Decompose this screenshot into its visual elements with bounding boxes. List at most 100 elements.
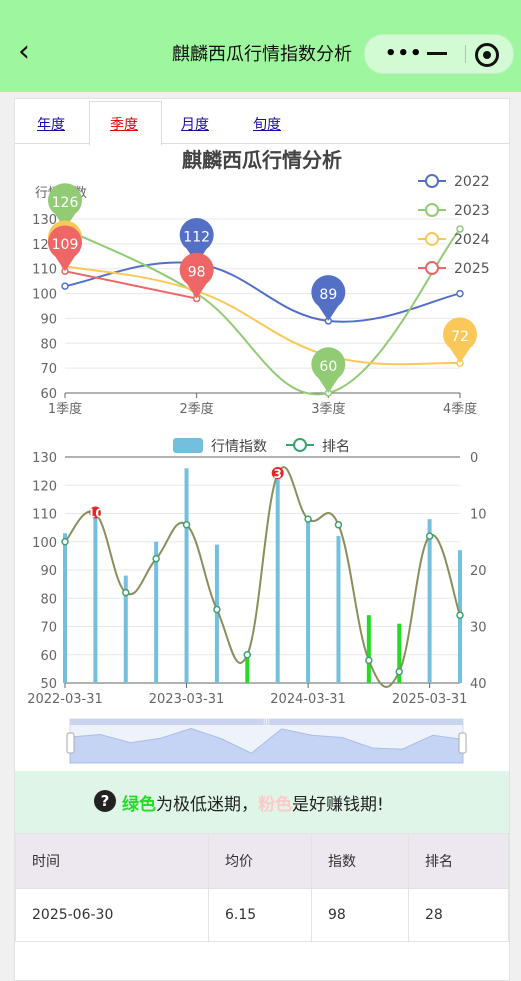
rank-point [304, 515, 312, 523]
markpoint-label: 126 [52, 195, 79, 211]
y-left-tick-label: 100 [32, 536, 57, 551]
x-tick-label: 2024-03-31 [270, 692, 346, 707]
legend-marker-2022 [425, 174, 439, 188]
question-icon[interactable]: ? [94, 790, 116, 812]
index-bar [336, 536, 341, 683]
markpoint-label: 109 [52, 237, 79, 253]
y-left-tick-label: 80 [40, 592, 57, 607]
close-target-icon[interactable] [475, 43, 499, 67]
y-tick-label: 100 [32, 288, 57, 303]
col-rank: 排名 [408, 833, 509, 889]
col-index: 指数 [311, 833, 409, 889]
legend-label-2023: 2023 [454, 203, 490, 219]
y-tick-label: 60 [40, 387, 57, 402]
datazoom-top-band [70, 719, 463, 725]
rank-point [213, 605, 221, 614]
markpoint-2024: 72 [443, 317, 477, 364]
index-bar [366, 615, 371, 683]
markpoint-2025: 98 [179, 252, 214, 299]
y-left-tick-label: 130 [32, 451, 57, 466]
notice-end: 是好赚钱期! [292, 795, 384, 815]
back-arrow-icon[interactable]: ‹ [18, 34, 30, 69]
y-tick-label: 130 [32, 213, 57, 228]
y-left-tick-label: 70 [40, 621, 57, 636]
y-left-tick-label: 120 [32, 479, 57, 494]
datazoom-handle-right[interactable] [458, 732, 467, 754]
markpoint-pin [179, 217, 214, 264]
markpoint-pin [47, 183, 82, 229]
rank-point [243, 651, 252, 659]
y-left-tick-label: 60 [40, 649, 57, 664]
markpoint-pin [311, 275, 346, 321]
legend-marker-2023 [425, 203, 439, 217]
y-right-tick-label: 10 [470, 508, 487, 523]
datazoom-grip: ||| [263, 718, 270, 726]
notice-text: 绿色为极低迷期，粉色是好赚钱期! [122, 790, 384, 815]
content-card: 年度 季度 月度 旬度 麒麟西瓜行情分析行情指数6070809010011012… [14, 98, 510, 981]
markpoint-2023: 126 [47, 183, 82, 229]
x-tick-label: 2022-03-31 [27, 692, 103, 707]
legend-label-2024: 2024 [454, 232, 490, 248]
y-right-tick-label: 0 [470, 451, 478, 466]
rank-label-bg [89, 506, 102, 519]
x-tick-label: 3季度 [311, 401, 345, 417]
x-tick-label: 4季度 [443, 401, 477, 417]
markpoint-pin [47, 225, 82, 272]
cell-rank: 28 [408, 888, 509, 942]
chart-title: 麒麟西瓜行情分析 [182, 148, 342, 172]
y-right-tick-label: 40 [470, 677, 487, 692]
more-menu-icon[interactable]: ••• [385, 43, 423, 64]
minimize-icon[interactable] [427, 52, 447, 55]
rank-label: 10 [87, 507, 104, 521]
col-price: 均价 [208, 833, 312, 889]
index-bar [427, 519, 432, 683]
tab-dekad[interactable]: 旬度 [253, 117, 281, 133]
data-table: 时间 均价 指数 排名 2025-06-30 6.15 98 28 [15, 833, 509, 942]
series-line-2023 [64, 228, 461, 396]
datazoom-preview-area [69, 727, 464, 764]
series-point-2022 [456, 289, 464, 298]
markpoint-pin [443, 317, 477, 364]
y-left-tick-label: 110 [32, 508, 57, 523]
series-line-2024 [64, 265, 461, 366]
cell-price: 6.15 [208, 888, 312, 942]
index-bar [397, 623, 402, 683]
tab-quarter[interactable]: 季度 [110, 117, 138, 133]
green-label: 绿色 [122, 795, 156, 815]
series-point-2023 [456, 225, 464, 233]
markpoint-label: 60 [319, 359, 337, 375]
legend-label-2025: 2025 [454, 261, 490, 277]
index-bar [184, 468, 189, 683]
rank-point [122, 588, 130, 597]
legend-line-label: 排名 [322, 439, 350, 455]
period-tabs: 年度 季度 月度 旬度 [15, 99, 509, 146]
rank-point [425, 532, 434, 540]
markpoint-2023: 60 [311, 347, 346, 393]
capsule-divider [465, 45, 466, 63]
col-time: 时间 [15, 833, 209, 889]
legend-marker-2024 [425, 232, 439, 246]
tab-year[interactable]: 年度 [37, 117, 65, 133]
rank-point [152, 554, 160, 563]
y-tick-label: 70 [40, 362, 57, 377]
markpoint-2025: 109 [47, 225, 82, 272]
markpoint-label: 89 [319, 287, 337, 303]
markpoint-2022: 112 [179, 217, 214, 264]
page-title: 麒麟西瓜行情指数分析 [172, 44, 352, 65]
tab-month[interactable]: 月度 [181, 117, 209, 133]
legend-marker-2025 [425, 261, 439, 275]
datazoom-handle-left[interactable] [66, 732, 75, 754]
index-bar [154, 541, 159, 683]
y-right-tick-label: 30 [470, 621, 487, 636]
markpoint-label: 112 [183, 230, 210, 246]
rank-point [395, 667, 403, 676]
active-tab-box [89, 101, 162, 146]
x-tick-label: 2023-03-31 [149, 692, 225, 707]
legend-bar-label: 行情指数 [211, 439, 267, 455]
markpoint-pin [311, 347, 346, 393]
notice-mid: 为极低迷期， [156, 795, 258, 815]
series-point-2022 [61, 282, 69, 290]
x-tick-label: 2季度 [180, 401, 214, 417]
x-tick-label: 1季度 [48, 401, 82, 417]
markpoint-2022: 89 [311, 275, 346, 321]
